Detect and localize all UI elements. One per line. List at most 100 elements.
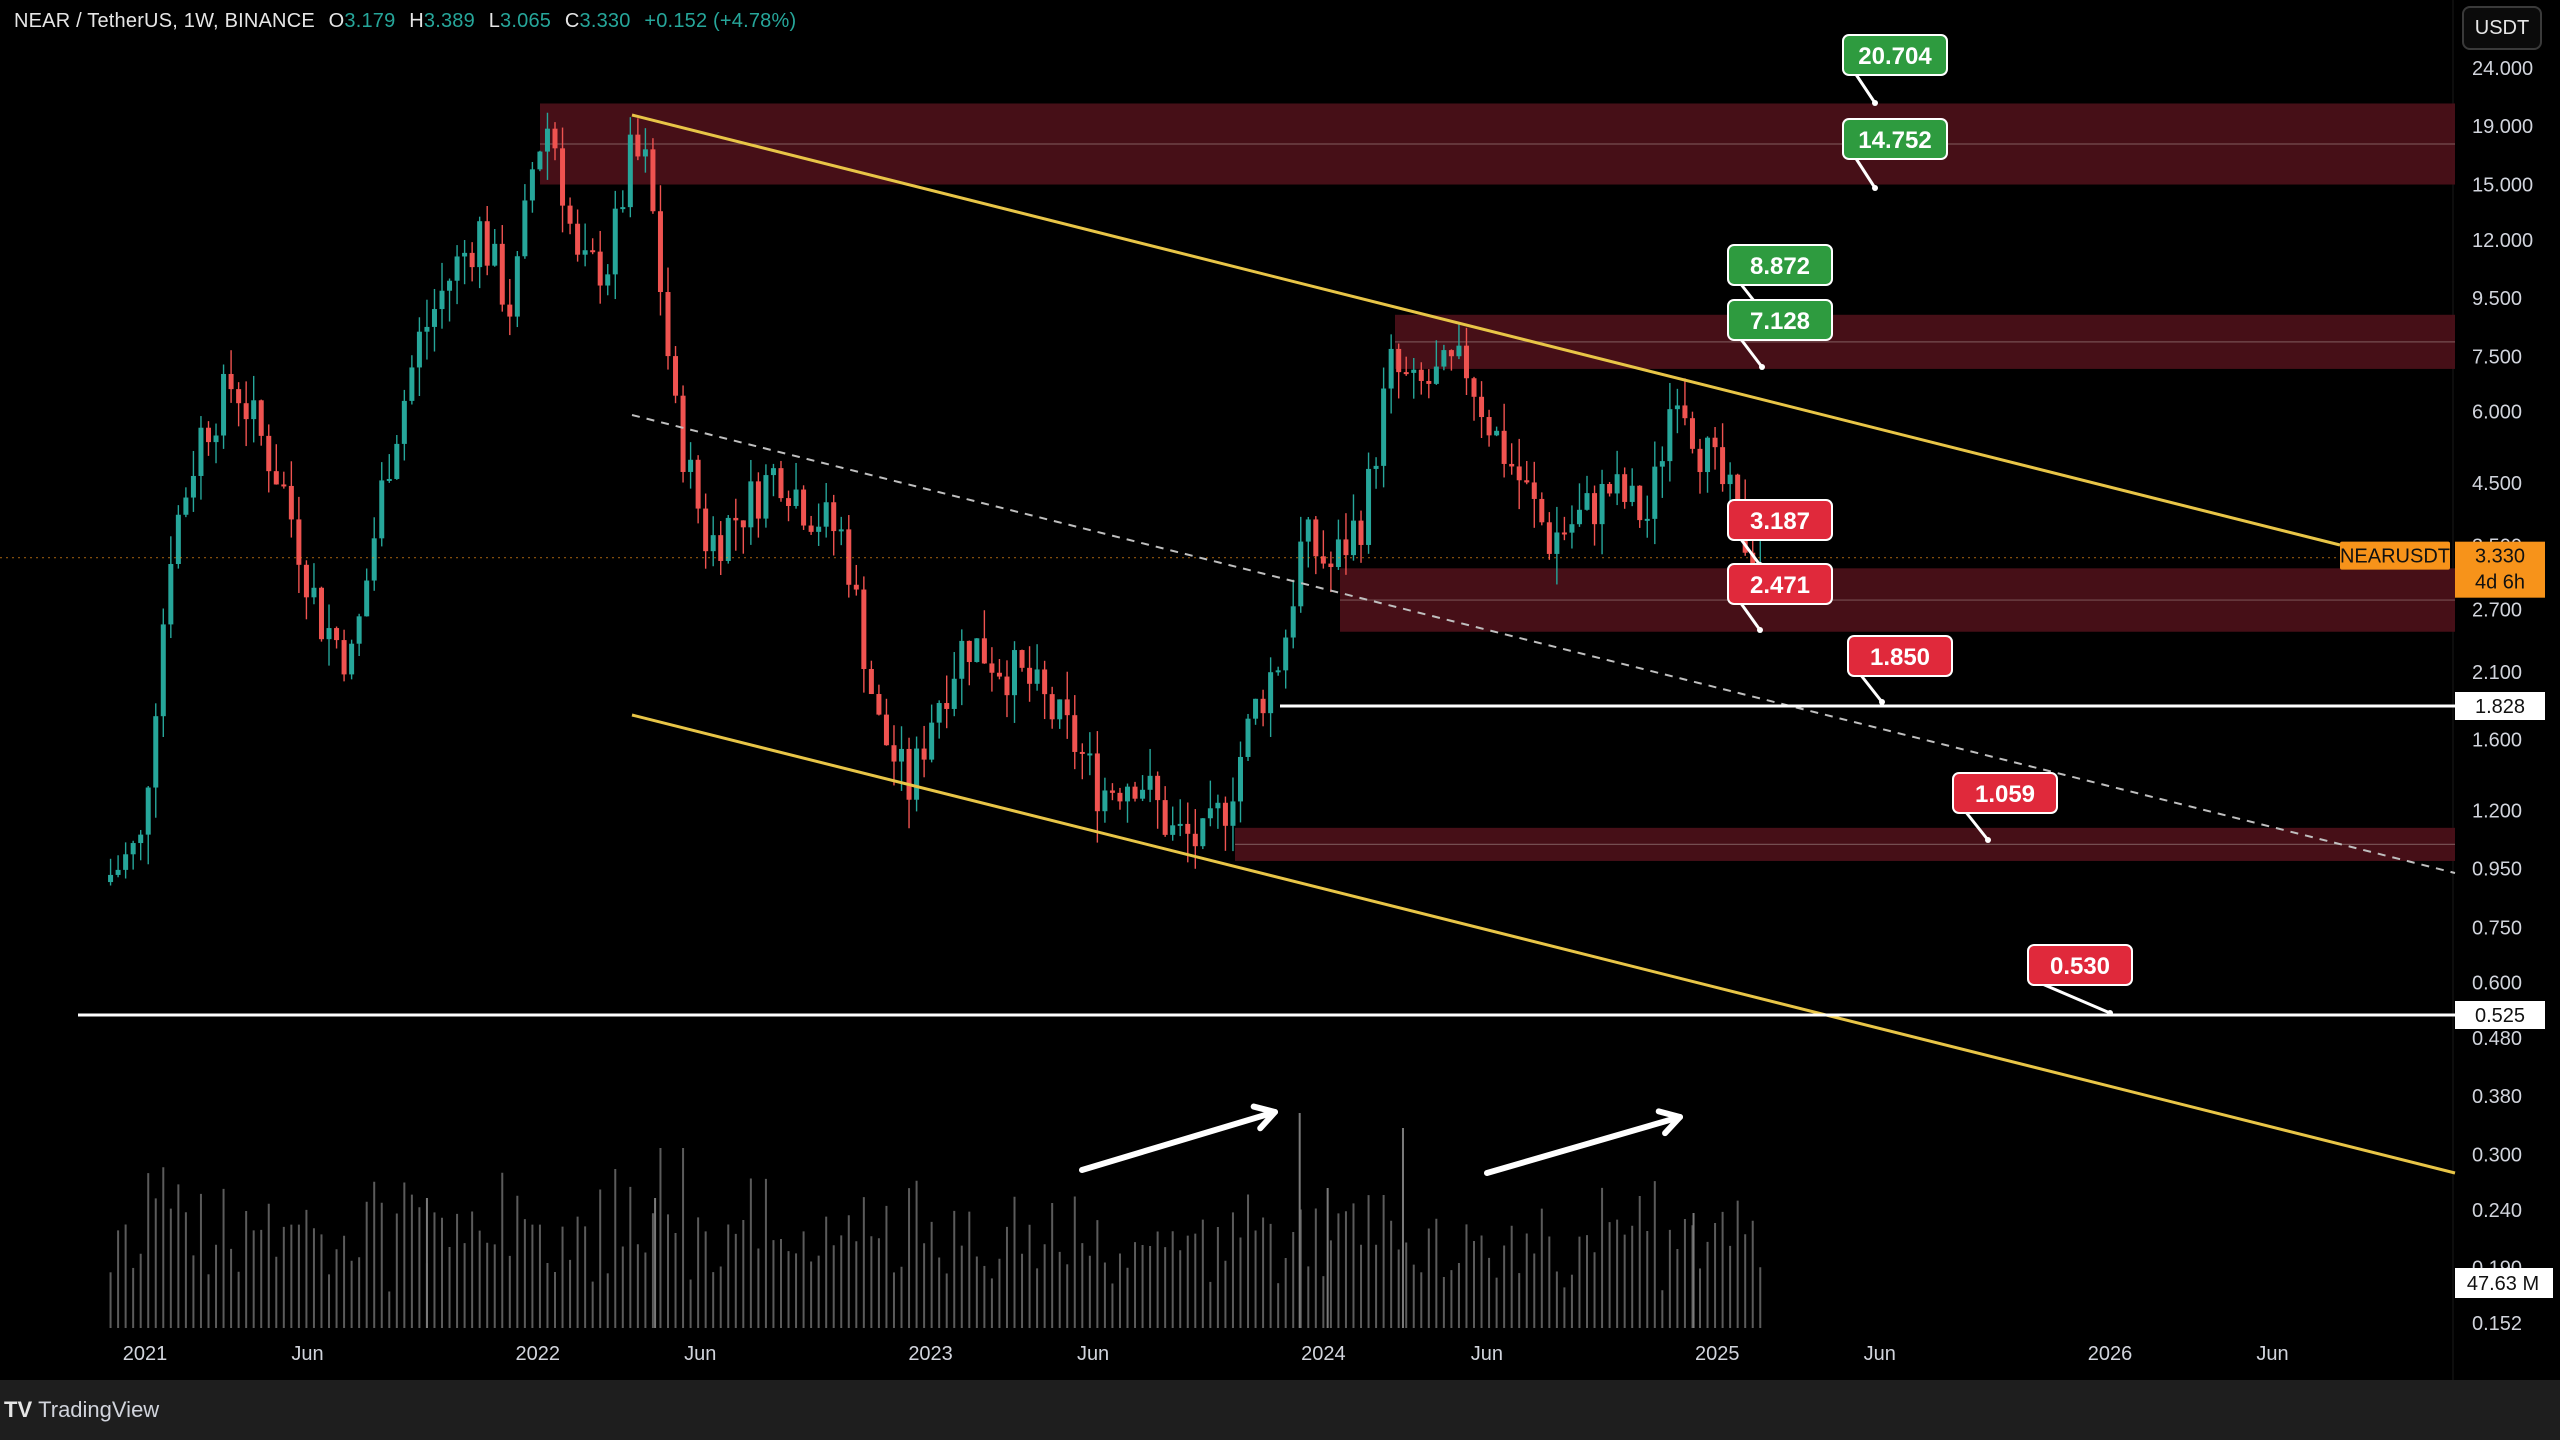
candle-body — [936, 703, 942, 723]
candle-body — [1283, 637, 1289, 671]
candle-body — [1509, 463, 1515, 467]
candle-body — [1441, 350, 1447, 367]
candle-body — [1599, 484, 1605, 525]
candle-body — [778, 468, 784, 499]
candle-body — [1268, 672, 1274, 714]
candle-body — [1012, 650, 1018, 696]
candle-body — [1305, 519, 1311, 542]
candle-body — [1094, 753, 1100, 812]
target-box — [1842, 34, 1948, 76]
symbol-title: NEAR / TetherUS, 1W, BINANCE — [14, 10, 315, 32]
candle-body — [1697, 448, 1703, 473]
time-tick: Jun — [1077, 1343, 1109, 1365]
target-pointer — [1853, 72, 1877, 104]
candle-body — [1019, 650, 1025, 668]
price-tick: 0.300 — [2472, 1144, 2522, 1166]
candle-body — [612, 208, 618, 275]
candle-body — [1411, 369, 1417, 373]
candle-body — [1237, 756, 1243, 802]
candle-body — [1524, 480, 1530, 483]
candle-body — [303, 564, 309, 598]
target-value: 7.128 — [1750, 308, 1810, 335]
candle-body — [522, 200, 528, 257]
target-pointer — [1738, 601, 1762, 631]
target-label-7.128: 7.128 — [1727, 299, 1833, 370]
candle-body — [364, 580, 370, 617]
target-anchor-dot — [1879, 699, 1885, 705]
candle-body — [786, 498, 792, 506]
candle-body — [1004, 676, 1010, 696]
candle-body — [130, 843, 136, 855]
candle-body — [838, 529, 844, 532]
candle-body — [1629, 485, 1635, 502]
target-anchor-dot — [1872, 185, 1878, 191]
candle-body — [484, 221, 490, 266]
candle-body — [1298, 541, 1304, 607]
candle-body — [288, 485, 294, 520]
time-axis: 2021 Jun 2022 Jun 2023 Jun 2024 Jun 2025 Jun 2026 J… — [123, 1343, 2289, 1365]
target-box — [1842, 118, 1948, 160]
currency-button[interactable]: USDT — [2462, 6, 2542, 50]
candle-body — [1027, 667, 1033, 684]
candle-body — [718, 535, 724, 561]
target-anchor-dot — [1872, 100, 1878, 106]
candle-body — [582, 250, 588, 255]
candle-body — [1155, 775, 1161, 801]
time-tick: 2022 — [516, 1343, 561, 1365]
candle-body — [1034, 669, 1040, 684]
candle-body — [560, 148, 566, 206]
candle-body — [1057, 699, 1063, 720]
candle-body — [1192, 833, 1198, 847]
candle-body — [944, 703, 950, 709]
candle-body — [1592, 493, 1598, 525]
candle-body — [635, 134, 641, 157]
candle-body — [1418, 369, 1424, 381]
candle-body — [567, 205, 573, 224]
candle-body — [447, 280, 453, 291]
price-chart[interactable]: 20.704 14.752 8.872 7.128 3.187 2.471 1.850 1.0… — [0, 0, 2560, 1380]
candle-body — [883, 714, 889, 746]
candle-body — [1463, 345, 1469, 379]
candle-body — [1607, 484, 1613, 494]
price-tick: 0.152 — [2472, 1313, 2522, 1335]
tradingview-logo[interactable]: TV TradingView — [4, 1397, 159, 1423]
candle-body — [1501, 430, 1507, 464]
candle-body — [1087, 753, 1093, 756]
target-label-1.059: 1.059 — [1952, 772, 2058, 843]
candle-body — [1253, 698, 1259, 719]
candle-body — [123, 854, 129, 870]
candle-body — [1516, 466, 1522, 481]
candle-body — [665, 292, 671, 357]
candle-body — [899, 748, 905, 762]
candle-body — [318, 587, 324, 640]
time-tick: Jun — [684, 1343, 716, 1365]
candle-body — [251, 400, 257, 420]
candle-body — [763, 475, 769, 519]
time-tick: 2025 — [1695, 1343, 1740, 1365]
price-tick: 4.500 — [2472, 473, 2522, 495]
target-value: 1.059 — [1975, 781, 2035, 808]
symbol-legend[interactable]: NEAR / TetherUS, 1W, BINANCE O3.179 H3.3… — [14, 10, 796, 33]
candle-body — [1162, 800, 1168, 835]
target-box — [1847, 635, 1953, 677]
candle-body — [740, 520, 746, 528]
low-label: L — [488, 10, 501, 32]
price-tick: 0.240 — [2472, 1200, 2522, 1222]
time-tick: Jun — [2256, 1343, 2288, 1365]
candle-body — [1260, 698, 1266, 714]
candle-body — [409, 367, 415, 401]
target-pointer — [1738, 337, 1764, 368]
volume-tag-value: 47.63 M — [2467, 1273, 2539, 1295]
candle-body — [544, 128, 550, 152]
candle-body — [1079, 751, 1085, 754]
candle-body — [1584, 493, 1590, 510]
candle-body — [334, 628, 340, 641]
price-tick: 12.000 — [2472, 230, 2533, 252]
candle-body — [394, 443, 400, 479]
target-label-14.752: 14.752 — [1842, 118, 1948, 191]
lower-trendline — [631, 713, 2456, 1175]
price-tick: 2.100 — [2472, 662, 2522, 684]
candle-body — [868, 669, 874, 695]
candle-body — [816, 526, 822, 532]
open-label: O — [328, 10, 345, 32]
